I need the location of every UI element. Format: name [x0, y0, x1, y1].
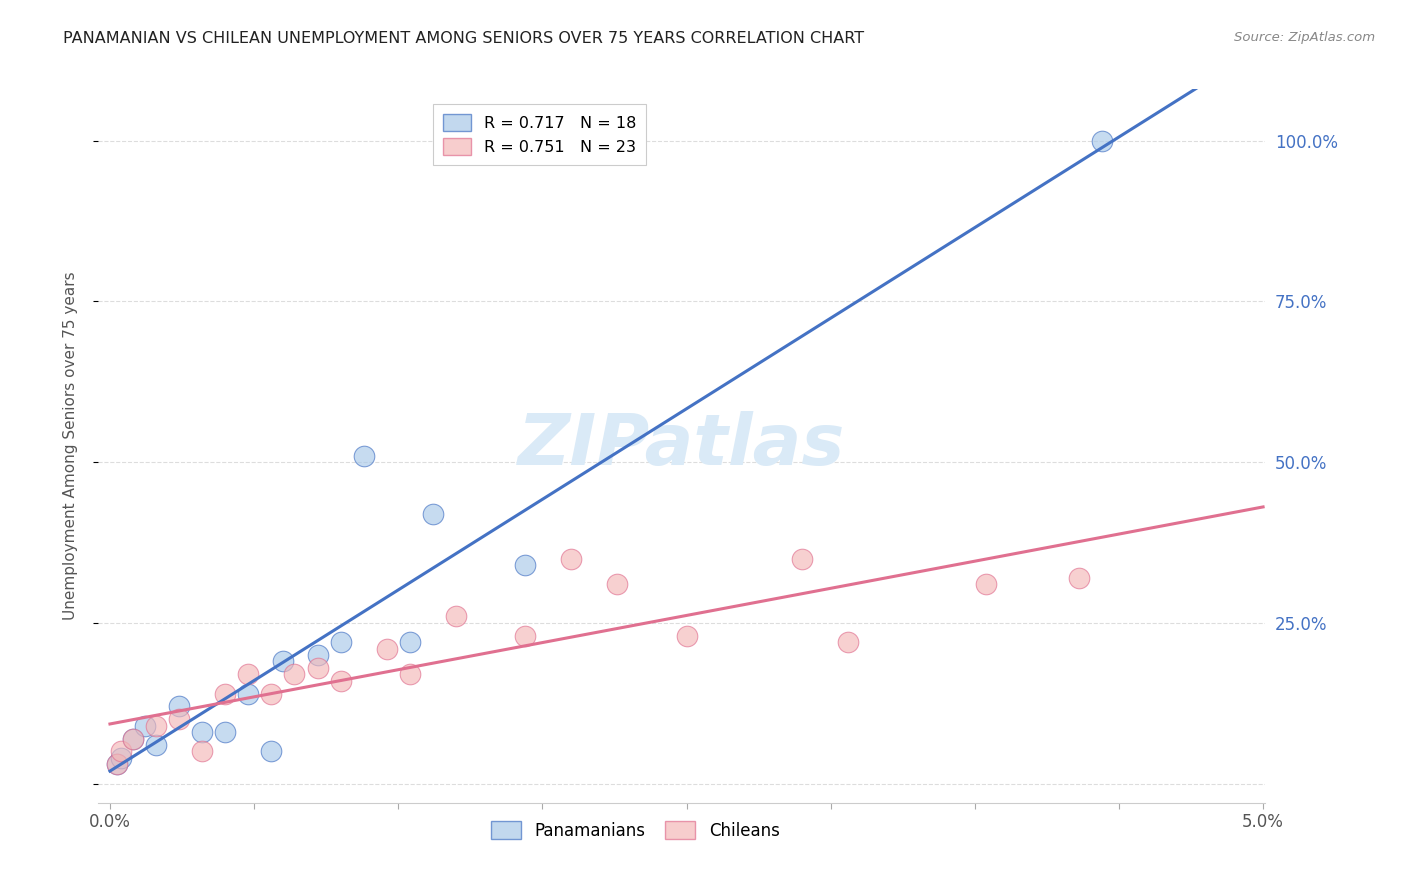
Point [675, 629, 697, 643]
Point [422, 507, 444, 521]
Point [329, 673, 352, 688]
Point [398, 635, 420, 649]
Point [238, 667, 260, 681]
Point [214, 725, 236, 739]
Point [560, 551, 582, 566]
Point [283, 667, 305, 681]
Point [145, 719, 167, 733]
Point [976, 577, 998, 591]
Point [167, 699, 190, 714]
Point [110, 751, 132, 765]
Point [837, 635, 859, 649]
Y-axis label: Unemployment Among Seniors over 75 years: Unemployment Among Seniors over 75 years [63, 272, 77, 620]
Point [134, 719, 156, 733]
Text: ZIPatlas: ZIPatlas [519, 411, 845, 481]
Point [353, 449, 375, 463]
Point [214, 686, 236, 700]
Point [191, 725, 214, 739]
Legend: Panamanians, Chileans: Panamanians, Chileans [482, 813, 787, 848]
Point [191, 744, 214, 758]
Point [444, 609, 467, 624]
Point [260, 744, 283, 758]
Point [375, 641, 398, 656]
Point [307, 648, 329, 662]
Point [105, 757, 128, 772]
Point [105, 757, 128, 772]
Point [238, 686, 260, 700]
Point [398, 667, 420, 681]
Text: Source: ZipAtlas.com: Source: ZipAtlas.com [1234, 31, 1375, 45]
Point [790, 551, 813, 566]
Point [260, 686, 283, 700]
Point [1091, 134, 1114, 148]
Point [271, 654, 294, 668]
Point [329, 635, 352, 649]
Point [122, 731, 145, 746]
Point [513, 558, 536, 572]
Point [110, 744, 132, 758]
Point [122, 731, 145, 746]
Text: PANAMANIAN VS CHILEAN UNEMPLOYMENT AMONG SENIORS OVER 75 YEARS CORRELATION CHART: PANAMANIAN VS CHILEAN UNEMPLOYMENT AMONG… [63, 31, 865, 46]
Point [145, 738, 167, 752]
Point [1067, 571, 1090, 585]
Point [606, 577, 628, 591]
Point [513, 629, 536, 643]
Point [307, 661, 329, 675]
Point [167, 712, 190, 726]
